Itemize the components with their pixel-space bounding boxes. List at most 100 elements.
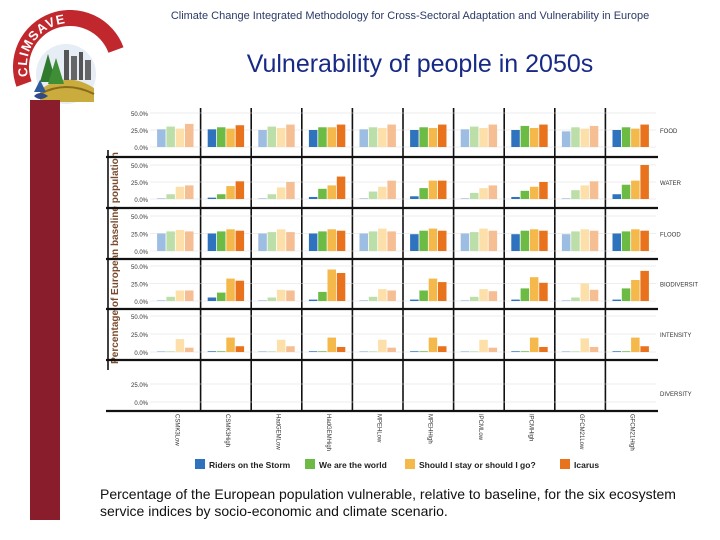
bar [276,127,286,147]
tick-label: 0.0% [134,250,148,256]
bar [428,127,438,147]
bar [359,300,368,301]
legend-swatch [560,459,570,469]
bar [419,188,428,199]
bar [589,125,599,147]
bar [235,346,245,352]
header-subtitle: Climate Change Integrated Methodology fo… [170,10,650,22]
bar [286,232,295,251]
bar [580,338,589,352]
bar [571,127,580,147]
bar [175,339,185,352]
bar [387,124,396,147]
bar [286,182,295,199]
bar [368,351,378,352]
bar [327,337,336,352]
bar [166,231,175,251]
bar [336,273,346,301]
x-tick-label: IPCMLow [477,414,483,441]
tick-label: 0.0% [134,401,148,407]
bar [561,351,571,352]
tick-label: 50.0% [131,164,149,170]
bar [378,186,387,199]
sidebar-band [30,100,60,520]
bar [470,296,479,301]
bar [561,198,571,199]
bar [438,282,447,301]
bar [488,347,498,352]
tick-label: 0.0% [134,300,148,306]
bar [410,234,419,251]
bar [226,229,235,251]
bar [157,351,166,352]
bar [511,196,520,199]
tick-label: 25.0% [131,383,149,389]
x-tick-label: GFCM21High [629,414,635,451]
bar [217,194,226,199]
bar [318,291,327,301]
bar [185,290,194,301]
bar [185,123,194,147]
bar [460,233,470,251]
bar [336,124,346,147]
bar [488,124,498,147]
bar [479,127,488,147]
x-tick-label: CSMK3High [224,414,230,447]
bar [217,127,226,147]
bar [529,127,539,147]
bar [368,191,378,199]
bar [327,127,336,147]
bar [479,289,488,301]
bar [166,351,175,352]
bar [286,290,295,301]
bar [378,339,387,352]
legend-label: Icarus [574,460,599,470]
bar [378,228,387,251]
bar [308,351,318,352]
bar [571,297,580,301]
bar [438,230,447,251]
bar [589,289,599,301]
panel-label-intensity: INTENSITY [660,333,691,339]
bar [308,130,318,147]
bar [640,270,649,301]
x-tick-label: MPEHLow [376,414,382,443]
bar [157,300,166,301]
bar [640,346,649,352]
bar [419,127,428,147]
legend-swatch [305,459,315,469]
bar [621,288,631,301]
bar [235,181,245,199]
bar [612,351,621,352]
panel-label-food: FOOD [660,129,678,135]
bar [589,346,599,352]
bar [539,182,548,199]
bar [561,234,571,251]
bar [529,337,539,352]
bar [479,339,488,352]
bar [207,351,217,352]
bar [157,233,166,251]
bar [539,282,548,301]
legend-label: Should I stay or should I go? [419,460,536,470]
bar [207,129,217,147]
bar [488,230,498,251]
bar [621,231,631,251]
bar [175,186,185,199]
bar [428,228,438,251]
bar [470,232,479,251]
bar [511,351,520,352]
bar [539,346,548,352]
bar [175,230,185,251]
bar [470,126,479,147]
bar [410,130,419,147]
bar [460,351,470,352]
bar [460,300,470,301]
bar [185,185,194,199]
bar [226,128,235,147]
bar [470,351,479,352]
bar [368,231,378,251]
bar [529,229,539,251]
bar [308,299,318,301]
bar [258,130,267,147]
